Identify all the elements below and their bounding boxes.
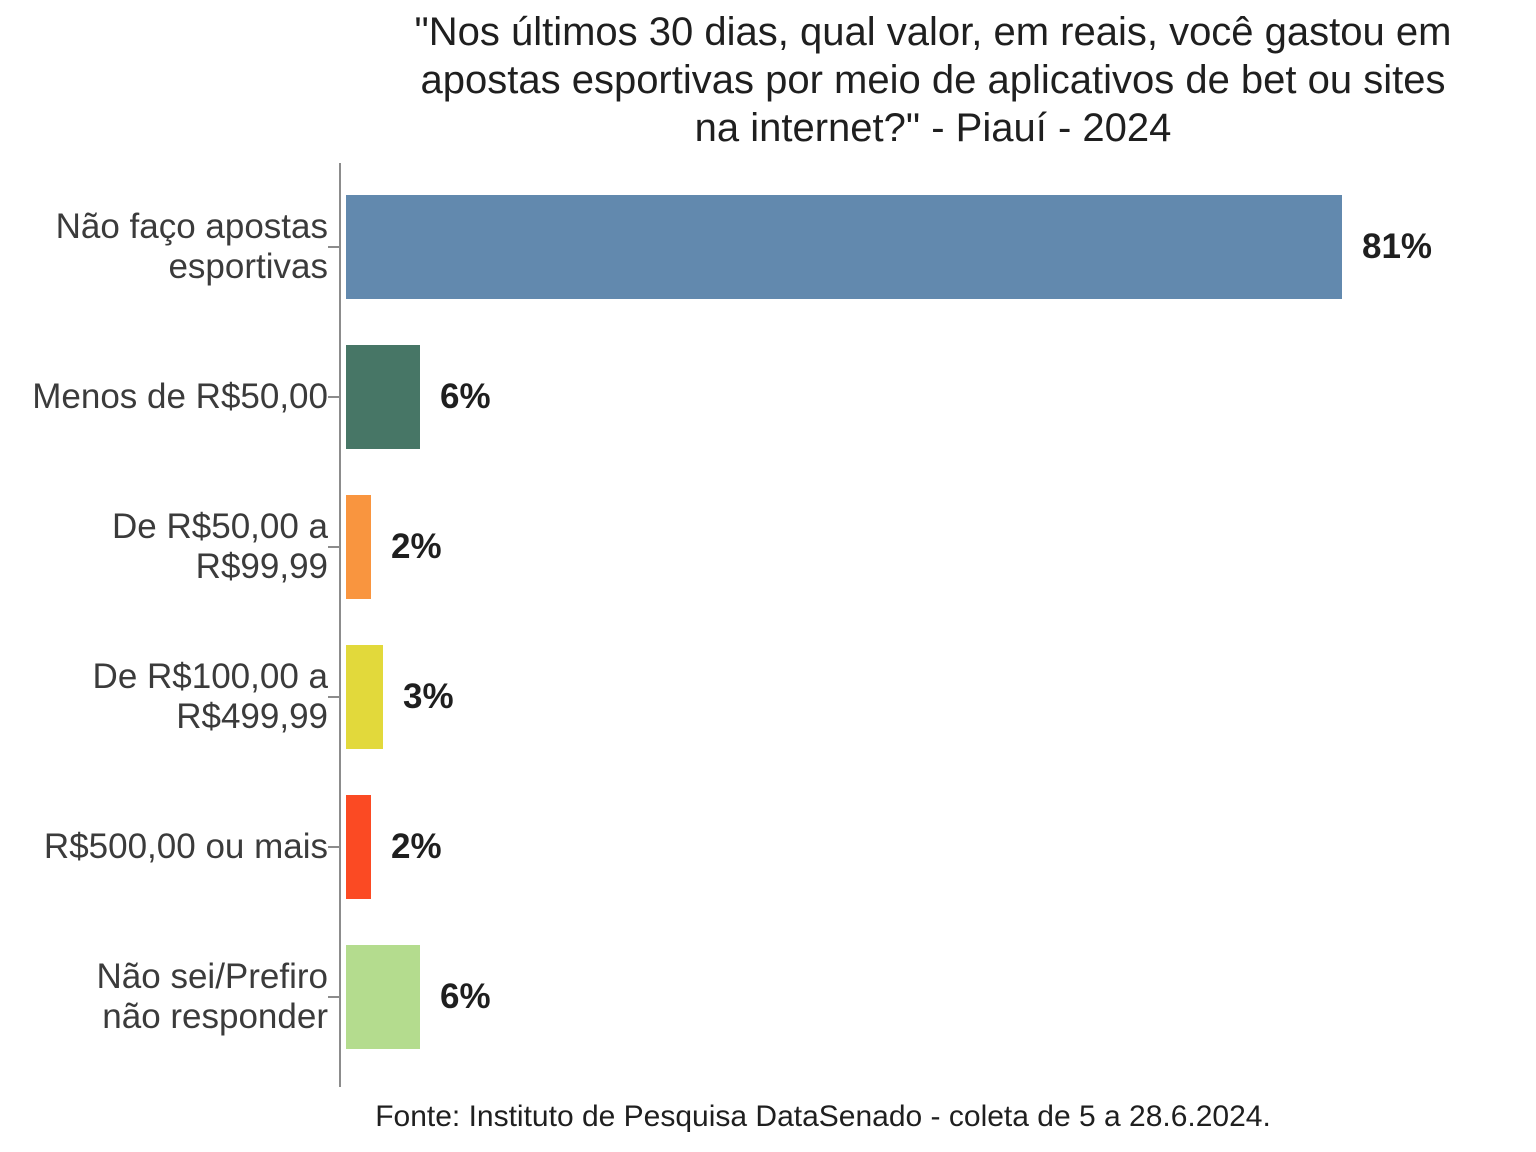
bar — [346, 195, 1342, 299]
axis-tick — [328, 846, 339, 848]
category-label: De R$100,00 a R$499,99 — [92, 657, 328, 736]
axis-tick — [328, 246, 339, 248]
chart-title-line-2: apostas esportivas por meio de aplicativ… — [420, 58, 1446, 102]
axis-tick — [328, 996, 339, 998]
value-label: 3% — [403, 677, 454, 716]
axis-tick — [328, 696, 339, 698]
axis-tick — [328, 546, 339, 548]
value-label: 6% — [440, 977, 491, 1016]
value-label: 2% — [391, 827, 442, 866]
value-label: 81% — [1362, 227, 1433, 266]
bar-row: Menos de R$50,00 6% — [0, 322, 1536, 472]
bar — [346, 795, 371, 899]
category-label: Não sei/Prefiro não responder — [96, 957, 328, 1036]
chart-title-line-3: na internet?" - Piauí - 2024 — [694, 106, 1172, 150]
chart-title: "Nos últimos 30 dias, qual valor, em rea… — [346, 8, 1520, 152]
bar — [346, 645, 383, 749]
bar — [346, 345, 420, 449]
bar-row: De R$100,00 a R$499,99 3% — [0, 622, 1536, 772]
category-label: Não faço apostas esportivas — [55, 207, 328, 286]
bar — [346, 495, 371, 599]
bar-row: R$500,00 ou mais 2% — [0, 772, 1536, 922]
chart-title-line-1: "Nos últimos 30 dias, qual valor, em rea… — [414, 10, 1452, 54]
y-axis-line — [339, 163, 341, 1087]
source-caption: Fonte: Instituto de Pesquisa DataSenado … — [375, 1100, 1271, 1133]
axis-tick — [328, 396, 339, 398]
bar-row: Não faço apostas esportivas 81% — [0, 172, 1536, 322]
bar-rows: Não faço apostas esportivas 81% Menos de… — [0, 172, 1536, 1072]
value-label: 6% — [440, 377, 491, 416]
category-label: De R$50,00 a R$99,99 — [112, 507, 328, 586]
bar-row: De R$50,00 a R$99,99 2% — [0, 472, 1536, 622]
bar — [346, 945, 420, 1049]
category-label: R$500,00 ou mais — [43, 827, 328, 866]
bar-row: Não sei/Prefiro não responder 6% — [0, 922, 1536, 1072]
category-label: Menos de R$50,00 — [32, 377, 328, 416]
value-label: 2% — [391, 527, 442, 566]
